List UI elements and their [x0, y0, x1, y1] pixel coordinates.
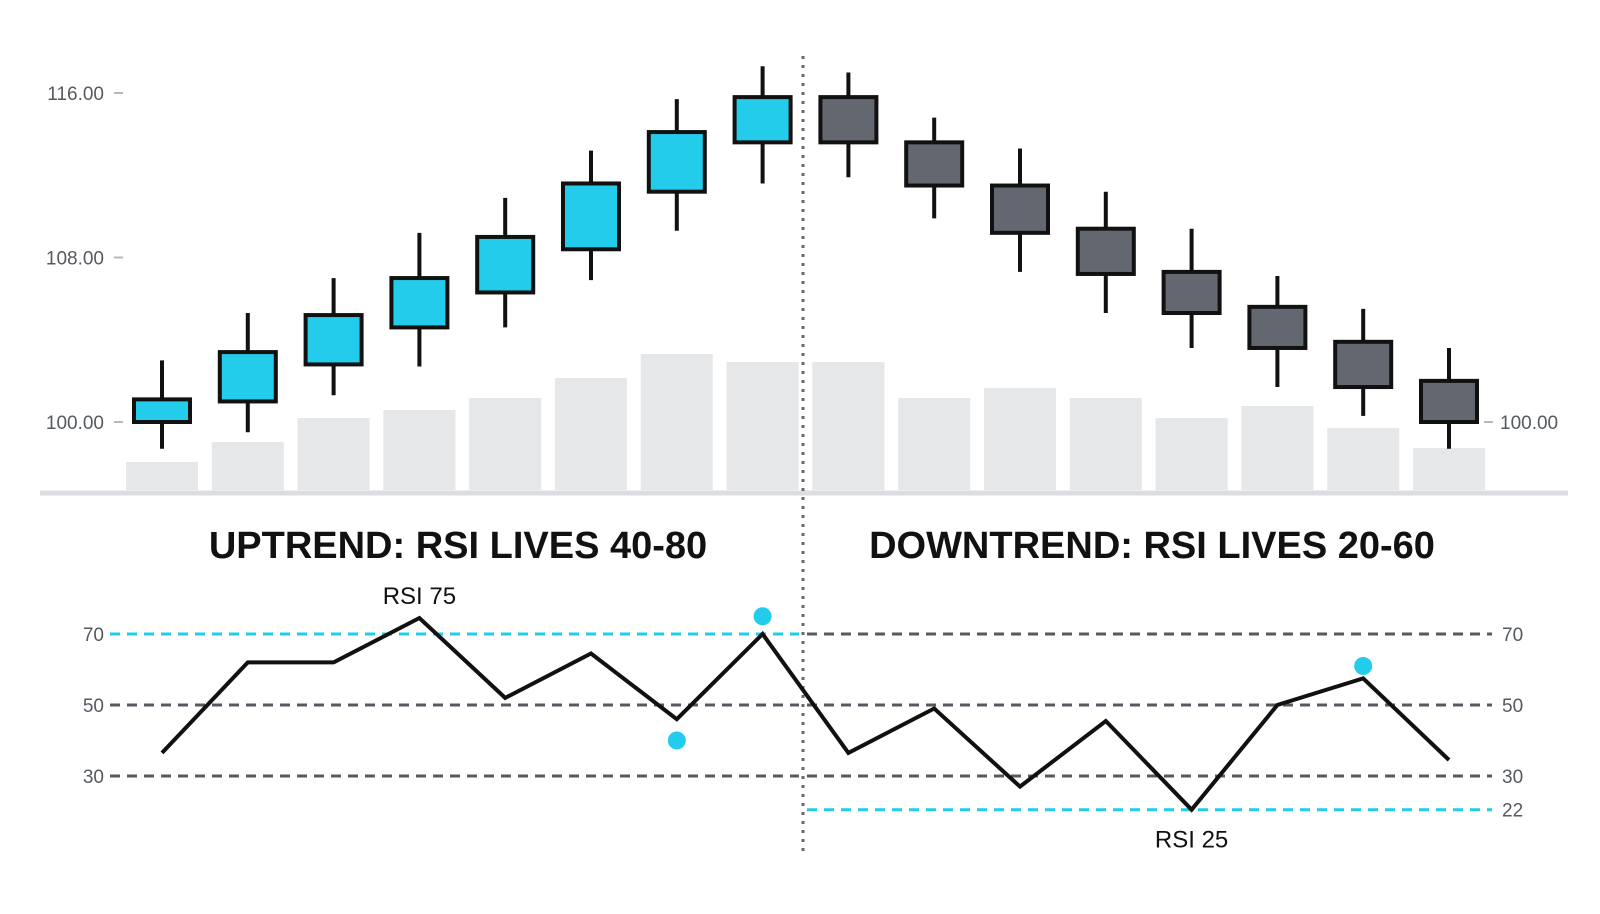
volume-bar [211, 442, 284, 490]
candle-body [1333, 339, 1394, 390]
price-axis: 116.00 108.00 100.00 100.00 [46, 84, 1558, 434]
candle-up [646, 99, 707, 231]
volume-bars [126, 354, 1485, 490]
volume-bar [1069, 398, 1142, 490]
rsi-annotation: RSI 25 [1155, 827, 1228, 854]
candle-down [818, 72, 879, 178]
volume-bar [126, 462, 198, 490]
price-tick-label: 100.00 [46, 413, 104, 434]
candle-down [1247, 276, 1308, 388]
candle-body [1075, 226, 1136, 276]
candle-body [1247, 304, 1308, 350]
rsi-tick-label: 50 [83, 696, 104, 717]
volume-bar [1155, 418, 1228, 490]
candle-up [561, 150, 621, 281]
volume-bar [812, 362, 885, 490]
candle-body [818, 95, 879, 145]
candle-body [1161, 269, 1222, 316]
candle-body [646, 130, 707, 194]
volume-bar [898, 398, 971, 490]
rsi-tick-label-right: 70 [1502, 625, 1523, 646]
candle-down [1161, 228, 1222, 348]
candle-up [389, 232, 450, 367]
rsi-levels: 70 50 30 70 50 30 22 [83, 625, 1523, 822]
rsi-tick-label: 70 [83, 625, 104, 646]
rsi-tick-label-right: 30 [1502, 767, 1523, 788]
rsi-path [160, 615, 1451, 813]
rsi-annotation: RSI 75 [383, 583, 456, 610]
candle-down [904, 117, 965, 219]
uptrend-heading: UPTREND: RSI LIVES 40-80 [209, 525, 707, 567]
candle-body [732, 95, 793, 145]
rsi-marker-dot [753, 607, 772, 626]
volume-bar [1241, 406, 1314, 490]
rsi-marker-dot [667, 731, 686, 750]
candle-body [904, 140, 965, 188]
candle-up [475, 197, 536, 328]
volume-bar [1413, 448, 1485, 490]
downtrend-heading: DOWNTREND: RSI LIVES 20-60 [869, 525, 1435, 567]
candle-down [1333, 308, 1394, 416]
candle-body [303, 313, 364, 367]
candle-down [990, 148, 1050, 272]
rsi-annotations: RSI 75 RSI 25 [383, 583, 1229, 854]
candle-up [303, 278, 364, 396]
volume-bar [469, 398, 542, 490]
rsi-markers [667, 607, 1373, 750]
candle-body [389, 276, 450, 330]
rsi-marker-dot [1354, 656, 1373, 675]
candlesticks [132, 66, 1479, 449]
candle-up [132, 360, 192, 449]
candle-body [561, 181, 621, 252]
price-tick-label: 116.00 [47, 84, 104, 105]
volume-bar [984, 388, 1056, 490]
candle-up [217, 313, 278, 433]
candle-body [132, 397, 192, 425]
rsi-tick-label-right: 22 [1502, 801, 1523, 822]
rsi-line [160, 615, 1451, 813]
price-tick-label-right: 100.00 [1500, 413, 1558, 434]
price-tick-label: 108.00 [46, 249, 104, 270]
volume-bar [640, 354, 713, 490]
volume-bar [383, 410, 456, 490]
candle-body [990, 183, 1050, 235]
candle-body [475, 234, 536, 295]
candle-up [732, 66, 793, 184]
candle-down [1075, 191, 1136, 314]
rsi-tick-label-right: 50 [1502, 696, 1523, 717]
volume-bar [297, 418, 370, 490]
candle-body [1419, 378, 1479, 424]
volume-bar [1327, 428, 1400, 490]
rsi-tick-label: 30 [83, 767, 104, 788]
candle-body [217, 350, 278, 404]
candle-down [1419, 347, 1479, 449]
volume-bar [726, 362, 799, 490]
volume-bar [555, 378, 627, 490]
